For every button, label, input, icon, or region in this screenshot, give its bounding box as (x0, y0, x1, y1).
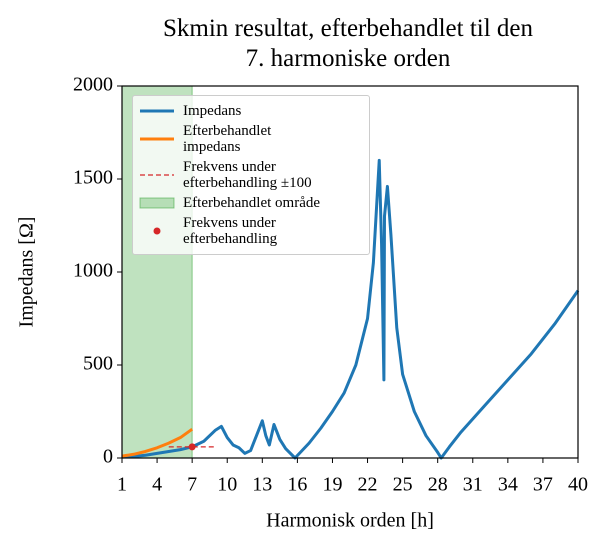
x-tick-label: 31 (463, 474, 483, 496)
legend-entry: Efterbehandlet impedans (133, 123, 369, 155)
x-tick-label: 7 (187, 474, 197, 496)
x-tick-label: 19 (322, 474, 342, 496)
chart-title: Skmin resultat, efterbehandlet til den 7… (162, 15, 534, 72)
legend-handle (140, 109, 174, 113)
line (121, 158, 580, 460)
legend-label: Frekvens under efterbehandling ±100 (183, 159, 312, 191)
x-tick-label: 10 (217, 474, 237, 496)
x-tick-label: 4 (152, 474, 162, 496)
legend-handle (139, 197, 175, 209)
legend-entry: Frekvens under efterbehandling ±100 (133, 159, 369, 191)
x-tick-label: 16 (287, 474, 307, 496)
x-tick-label: 28 (428, 474, 448, 496)
x-tick-label: 22 (358, 474, 378, 496)
x-tick-label: 25 (393, 474, 413, 496)
y-tick-label: 500 (83, 353, 113, 375)
legend-label: Efterbehandlet impedans (183, 123, 272, 155)
x-tick-label: 40 (568, 474, 588, 496)
y-axis-label: Impedans [Ω] (16, 217, 38, 328)
x-tick-label: 13 (252, 474, 272, 496)
legend-handle (140, 137, 174, 141)
x-tick-label: 1 (117, 474, 127, 496)
y-tick-label: 2000 (73, 74, 113, 96)
legend: Impedans Efterbehandlet impedans Frekvens … (132, 95, 370, 255)
legend-label: Frekvens under efterbehandling (183, 215, 278, 247)
legend-entry: Frekvens under efterbehandling (133, 215, 369, 247)
x-tick-label: 37 (533, 474, 553, 496)
y-tick-label: 1500 (73, 167, 113, 189)
legend-entry: Impedans (133, 103, 369, 119)
y-tick-label: 0 (103, 446, 113, 468)
point (188, 443, 196, 451)
legend-patch (139, 197, 175, 209)
legend-handle (153, 227, 161, 235)
legend-entry: Efterbehandlet område (133, 195, 369, 211)
x-tick-label: 34 (498, 474, 518, 496)
legend-label: Impedans (183, 103, 242, 119)
line (121, 427, 194, 458)
y-tick-label: 1000 (73, 260, 113, 282)
x-axis-label: Harmonisk orden [h] (266, 510, 434, 532)
legend-label: Efterbehandlet område (183, 195, 321, 211)
legend-handle (140, 174, 174, 176)
legend-dot (153, 227, 161, 235)
